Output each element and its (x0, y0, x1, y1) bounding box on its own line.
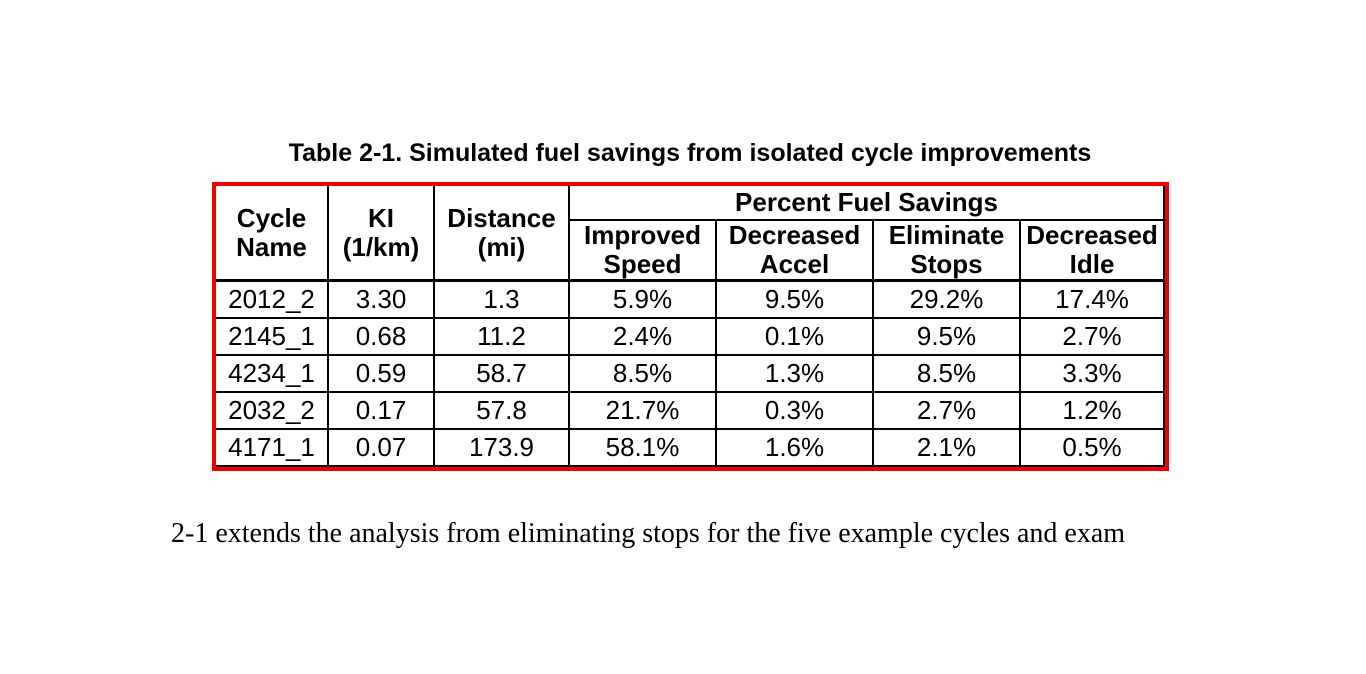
cell-improved-speed: 2.4% (568, 316, 717, 356)
cell-cycle-name: 4171_1 (216, 427, 329, 467)
table-row-2145-1: 2145_1 0.68 11.2 2.4% 0.1% 9.5% 2.7% (216, 316, 1166, 356)
col-header-cycle-name: Cycle Name (216, 186, 329, 282)
cell-ki: 0.68 (327, 316, 435, 356)
cell-eliminate-stops: 2.7% (872, 390, 1021, 430)
cell-improved-speed: 21.7% (568, 390, 717, 430)
cell-decreased-accel: 1.3% (715, 353, 874, 393)
cell-improved-speed: 5.9% (568, 279, 717, 319)
cell-distance: 11.2 (433, 316, 570, 356)
fuel-savings-table-frame: Cycle Name KI (1/km) Distance (mi) Perce… (212, 182, 1170, 471)
table-row-2012-2: 2012_2 3.30 1.3 5.9% 9.5% 29.2% 17.4% (216, 279, 1166, 319)
cell-cycle-name: 2145_1 (216, 316, 329, 356)
cell-decreased-accel: 0.1% (715, 316, 874, 356)
cell-decreased-idle: 3.3% (1018, 353, 1166, 393)
cell-ki: 0.17 (327, 390, 435, 430)
col-header-decreased-accel: Decreased Accel (715, 219, 874, 282)
cell-improved-speed: 8.5% (568, 353, 717, 393)
cell-distance: 57.8 (433, 390, 570, 430)
cell-decreased-accel: 9.5% (715, 279, 874, 319)
cell-decreased-accel: 1.6% (715, 427, 874, 467)
col-header-eliminate-stops: Eliminate Stops (872, 219, 1021, 282)
cell-cycle-name: 2012_2 (216, 279, 329, 319)
header-row-group: Cycle Name KI (1/km) Distance (mi) Perce… (216, 186, 1166, 282)
table-title: Table 2-1. Simulated fuel savings from i… (288, 139, 1092, 167)
cell-cycle-name: 2032_2 (216, 390, 329, 430)
col-header-improved-speed: Improved Speed (569, 219, 717, 282)
cell-eliminate-stops: 29.2% (872, 279, 1021, 319)
cell-eliminate-stops: 2.1% (872, 427, 1021, 467)
table-row-2032-2: 2032_2 0.17 57.8 21.7% 0.3% 2.7% 1.2% (216, 390, 1166, 430)
body-text-fragment: 2-1 extends the analysis from eliminatin… (171, 518, 1126, 549)
cell-ki: 3.30 (327, 279, 435, 319)
table-row-4234-1: 4234_1 0.59 58.7 8.5% 1.3% 8.5% 3.3% (216, 353, 1166, 393)
header-row-sub: Improved Speed Decreased Accel Eliminate… (216, 219, 1166, 282)
col-header-ki: KI (1/km) (327, 186, 435, 282)
cell-distance: 58.7 (433, 353, 570, 393)
cell-decreased-idle: 2.7% (1018, 316, 1166, 356)
cell-ki: 0.59 (327, 353, 435, 393)
cell-cycle-name: 4234_1 (216, 353, 329, 393)
col-header-decreased-idle: Decreased Idle (1018, 219, 1166, 282)
cell-distance: 173.9 (433, 427, 570, 467)
cell-ki: 0.07 (327, 427, 435, 467)
cell-decreased-idle: 1.2% (1018, 390, 1166, 430)
table-row-4171-1: 4171_1 0.07 173.9 58.1% 1.6% 2.1% 0.5% (216, 427, 1166, 467)
cell-decreased-accel: 0.3% (715, 390, 874, 430)
cell-distance: 1.3 (433, 279, 570, 319)
cell-improved-speed: 58.1% (568, 427, 717, 467)
cell-decreased-idle: 17.4% (1018, 279, 1166, 319)
cell-eliminate-stops: 8.5% (872, 353, 1021, 393)
cell-eliminate-stops: 9.5% (872, 316, 1021, 356)
fuel-savings-table: Cycle Name KI (1/km) Distance (mi) Perce… (216, 186, 1166, 467)
col-header-percent-fuel-savings: Percent Fuel Savings (567, 186, 1166, 221)
cell-decreased-idle: 0.5% (1018, 427, 1166, 467)
col-header-distance: Distance (mi) (433, 186, 570, 282)
